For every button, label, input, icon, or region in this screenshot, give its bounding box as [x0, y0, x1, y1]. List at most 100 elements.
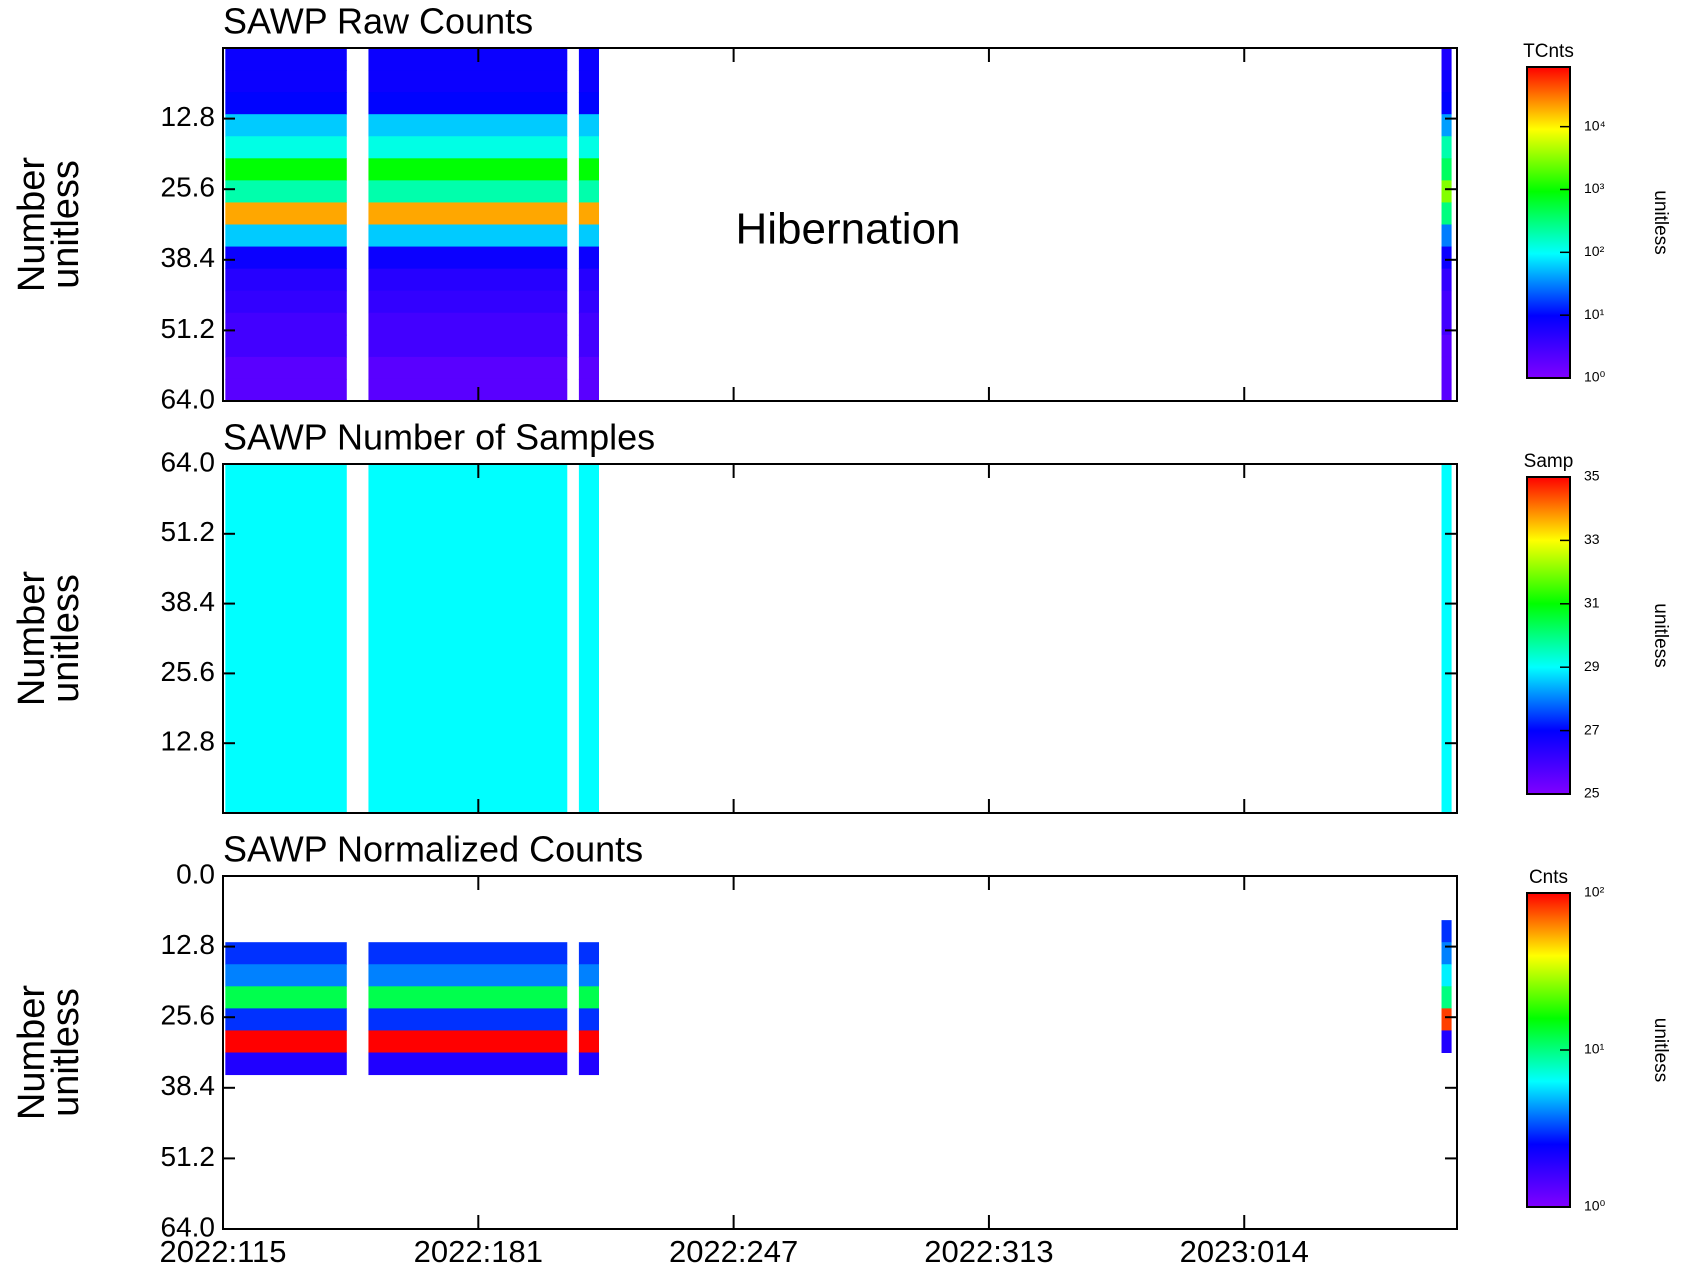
heatmap-cell	[368, 942, 568, 965]
colorbar-label: unitless	[1650, 1018, 1671, 1082]
heatmap-cell	[578, 1030, 600, 1053]
heatmap-cell	[1441, 246, 1452, 270]
heatmap-cell	[1441, 334, 1452, 358]
y-axis-label: Number	[11, 985, 53, 1120]
y-tick-label: 25.6	[161, 1000, 216, 1031]
y-tick-label: 38.4	[161, 1070, 216, 1101]
heatmap-cell	[1441, 180, 1452, 203]
heatmap-cell	[225, 92, 347, 115]
heatmap-cell	[1441, 920, 1452, 943]
y-axis-label: unitless	[45, 574, 87, 703]
heatmap-cell	[578, 92, 600, 115]
colorbar-tick-label: 10¹	[1584, 306, 1605, 322]
heatmap-cell	[225, 180, 347, 203]
heatmap-cell	[368, 1008, 568, 1031]
heatmap-cell	[578, 942, 600, 965]
heatmap-cell	[225, 158, 347, 181]
y-axis-label: Number	[11, 571, 53, 706]
colorbar-tick-label: 10⁰	[1584, 369, 1606, 385]
heatmap-cell	[225, 202, 347, 225]
heatmap-cell	[578, 180, 600, 203]
heatmap-cell	[368, 136, 568, 159]
annotation: Hibernation	[735, 205, 960, 254]
y-tick-label: 25.6	[161, 172, 216, 203]
heatmap-cell	[368, 964, 568, 987]
heatmap-cell	[578, 290, 600, 314]
y-axis-label: Number	[11, 157, 53, 292]
heatmap-cell	[1441, 48, 1452, 71]
y-axis-label: unitless	[45, 988, 87, 1117]
heatmap-cell	[225, 114, 347, 137]
heatmap-cell	[368, 312, 568, 336]
heatmap-cell	[578, 48, 600, 71]
heatmap-cell	[368, 246, 568, 270]
y-tick-label: 12.8	[161, 101, 216, 132]
colorbar-tick-label: 29	[1584, 658, 1600, 674]
heatmap-cell	[225, 268, 347, 292]
heatmap-cell	[225, 942, 347, 965]
heatmap-cell	[225, 334, 347, 358]
heatmap-cell	[1441, 92, 1452, 115]
heatmap-cell	[1441, 942, 1452, 965]
x-tick-label: 2023:014	[1180, 1234, 1309, 1269]
heatmap-cell	[368, 202, 568, 225]
plot-frame	[222, 463, 1458, 814]
heatmap-cell	[368, 48, 568, 71]
heatmap-cell	[578, 224, 600, 248]
colorbar	[1526, 476, 1571, 795]
heatmap-cell	[225, 1052, 347, 1076]
heatmap-cell	[578, 378, 600, 402]
heatmap-cell	[368, 986, 568, 1009]
heatmap-cell	[368, 1030, 568, 1053]
heatmap-cell	[578, 246, 600, 270]
heatmap-cell	[225, 356, 347, 380]
heatmap-cell	[578, 464, 600, 814]
panel-title: SAWP Number of Samples	[223, 417, 655, 458]
heatmap-cell	[368, 268, 568, 292]
colorbar-tick-label: 27	[1584, 721, 1600, 737]
heatmap-cell	[578, 1052, 600, 1076]
colorbar-tick-label: 10¹	[1584, 1041, 1605, 1057]
heatmap-cell	[225, 464, 347, 814]
heatmap-cell	[1441, 464, 1452, 814]
heatmap-cell	[1441, 1030, 1452, 1053]
x-tick-label: 2022:313	[924, 1234, 1053, 1269]
heatmap-cell	[368, 92, 568, 115]
heatmap-cell	[578, 1008, 600, 1031]
heatmap-cell	[1441, 290, 1452, 314]
y-tick-label: 64.0	[161, 1211, 216, 1242]
heatmap-cell	[578, 964, 600, 987]
heatmap-cell	[1441, 964, 1452, 987]
heatmap-cell	[578, 312, 600, 336]
y-tick-label: 12.8	[161, 929, 216, 960]
y-tick-label: 64.0	[161, 446, 216, 477]
heatmap-cell	[1441, 136, 1452, 159]
x-tick-label: 2022:247	[669, 1234, 798, 1269]
heatmap-cell	[225, 290, 347, 314]
colorbar-tick-label: 25	[1584, 785, 1600, 801]
heatmap-cell	[578, 202, 600, 225]
colorbar	[1526, 66, 1571, 379]
heatmap-cell	[578, 268, 600, 292]
y-tick-label: 0.0	[176, 858, 215, 889]
colorbar-tick-label: 35	[1584, 468, 1600, 484]
heatmap-cell	[578, 158, 600, 181]
heatmap-cell	[368, 70, 568, 93]
heatmap-cell	[368, 334, 568, 358]
colorbar-tick-label: 10²	[1584, 884, 1605, 900]
heatmap-cell	[225, 312, 347, 336]
colorbar-label: unitless	[1650, 603, 1671, 667]
heatmap-cell	[578, 356, 600, 380]
heatmap-cell	[368, 180, 568, 203]
y-tick-label: 64.0	[161, 383, 216, 414]
plot-frame	[222, 875, 1458, 1230]
heatmap-cell	[578, 70, 600, 93]
colorbar-tick-label: 10⁴	[1584, 117, 1606, 133]
heatmap-cell	[578, 986, 600, 1009]
heatmap-cell	[368, 356, 568, 380]
heatmap-cell	[1441, 356, 1452, 380]
heatmap-cell	[225, 986, 347, 1009]
x-tick-label: 2022:181	[414, 1234, 543, 1269]
heatmap-cell	[368, 464, 568, 814]
heatmap-cell	[1441, 70, 1452, 93]
